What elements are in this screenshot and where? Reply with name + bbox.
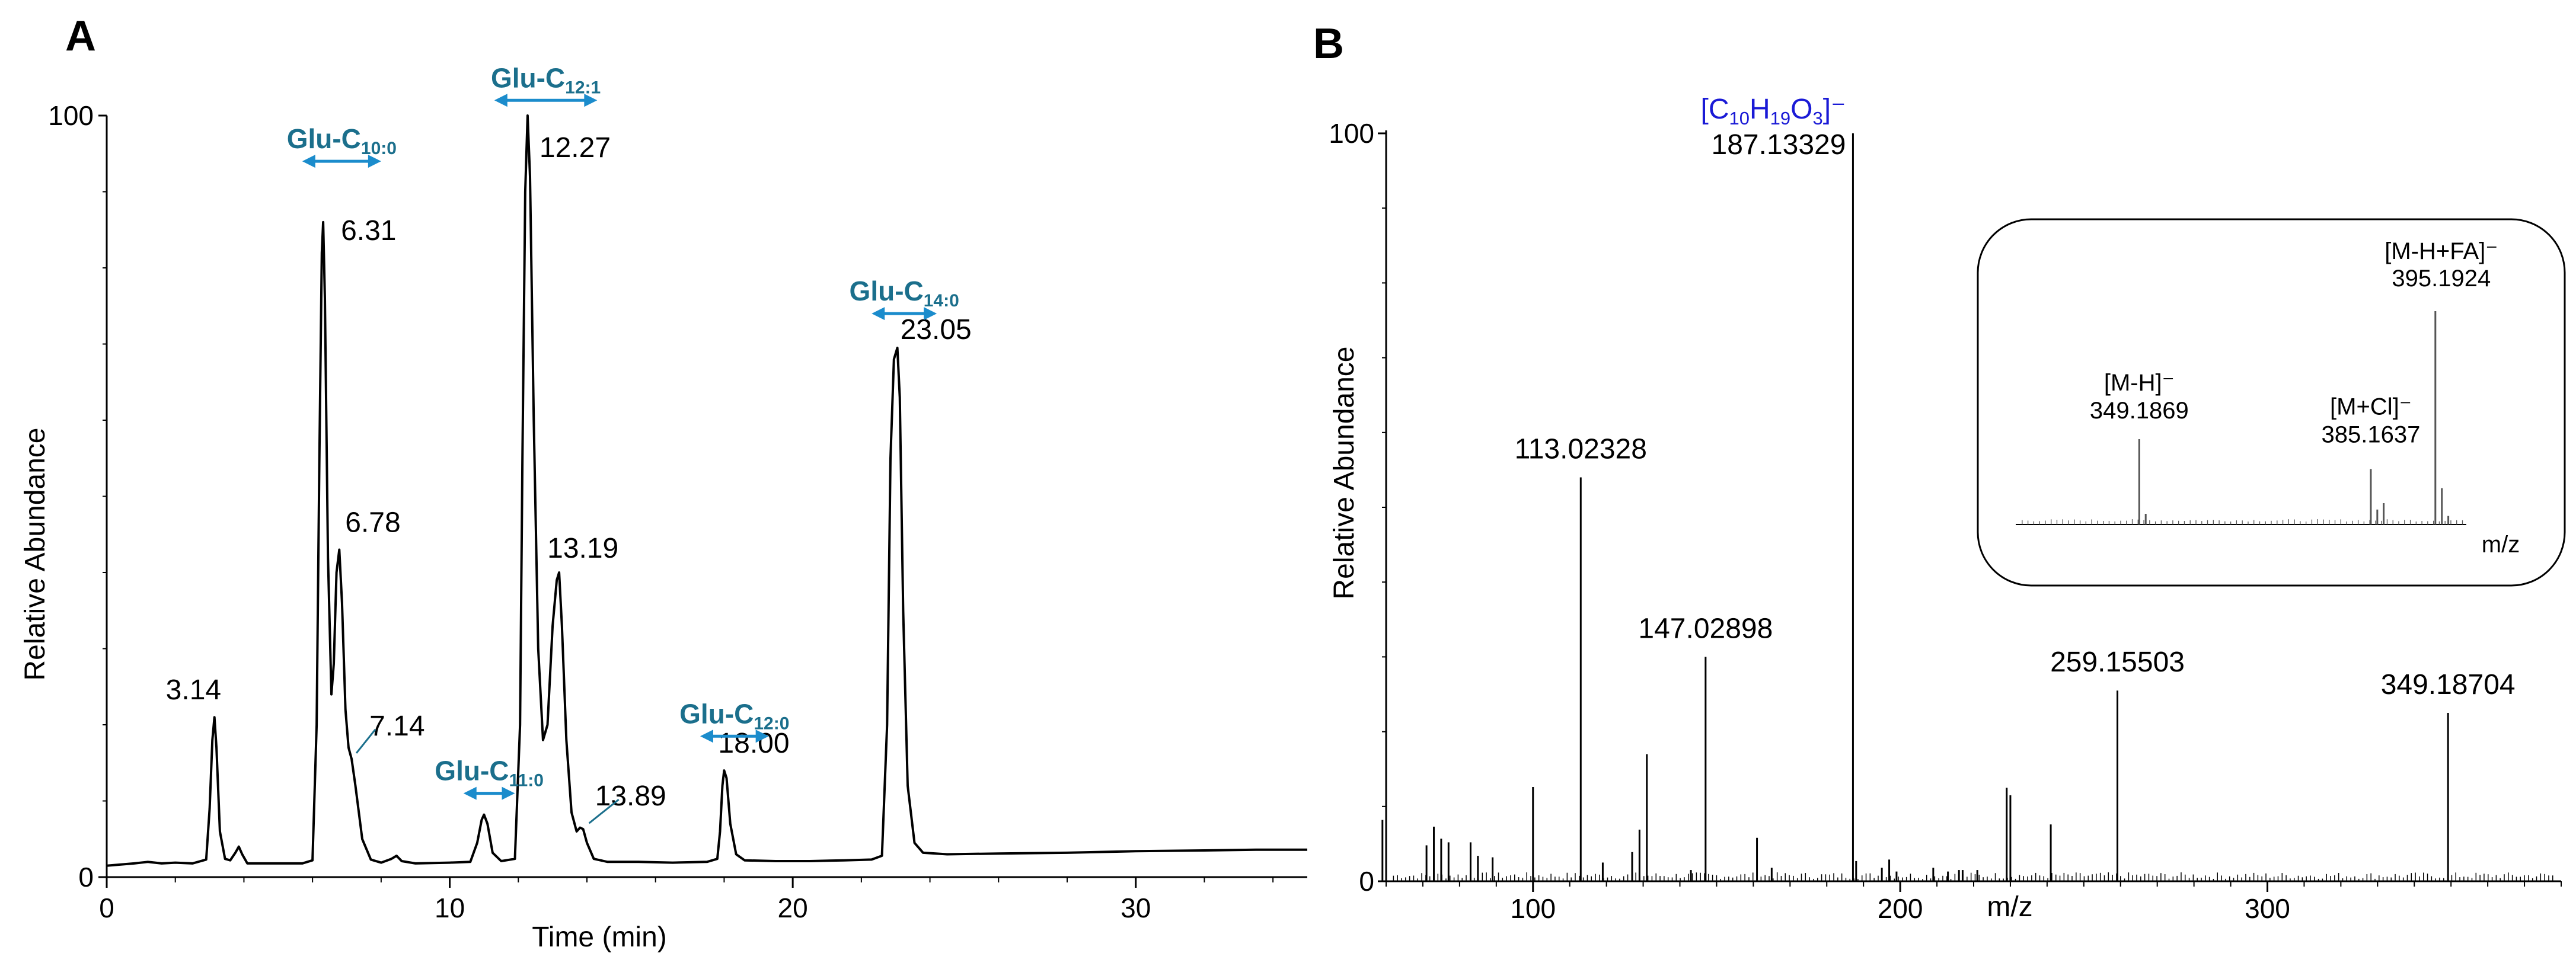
spectrum-peak-label: 349.18704	[2381, 669, 2516, 700]
spectrum-chart: m/z Relative Abundance m/z [M-H]⁻349.186…	[1329, 94, 2566, 924]
inset-ion-label: [M-H+FA]⁻	[2385, 238, 2498, 264]
spectrum-peak-label: 259.15503	[2050, 647, 2185, 678]
y-axis-title-a: Relative Abundance	[20, 428, 51, 681]
peak-label: 3.14	[166, 674, 221, 706]
peak-label: 7.14	[369, 711, 424, 742]
x-tick-label-a: 30	[1121, 893, 1151, 923]
peak-label: 13.89	[595, 781, 666, 812]
glu-arrow-head-right	[502, 786, 515, 800]
glu-annotation-label: Glu-C12:0	[679, 698, 789, 733]
glu-arrow-head-left	[700, 730, 713, 743]
x-tick-label-b: 300	[2245, 893, 2290, 924]
inset-x-label: m/z	[2482, 532, 2520, 558]
chromatogram-chart: Time (min) Relative Abundance 0 100 0 10 20 3…	[20, 62, 1307, 953]
glu-arrow-head-left	[302, 155, 315, 168]
chromatogram-trace	[106, 114, 1307, 867]
y-tick-label-a: 0	[78, 862, 94, 893]
peak-label: 18.00	[718, 728, 789, 759]
glu-arrow-head-left	[494, 94, 507, 107]
inset-ion-label: [M-H]⁻	[2104, 370, 2175, 396]
peak-label: 6.31	[341, 215, 396, 247]
x-tick-label-a: 0	[99, 893, 114, 923]
glu-annotation-label: Glu-C14:0	[850, 276, 959, 311]
peak-label: 12.27	[540, 132, 611, 164]
peak-label: 13.19	[547, 533, 618, 564]
inset-ion-mz: 385.1637	[2321, 421, 2420, 447]
glu-arrow-head-left	[463, 786, 477, 800]
panel-b-label: B	[1313, 20, 1344, 68]
glu-annotation-label: Glu-C11:0	[435, 756, 544, 791]
peak-label: 23.05	[901, 314, 972, 346]
y-tick-label-b: 100	[1329, 118, 1374, 149]
leader-line	[355, 728, 376, 754]
inset-frame	[1977, 218, 2566, 587]
glu-arrow-head-right	[368, 155, 381, 168]
x-tick-label-b: 100	[1510, 893, 1556, 924]
formula-label: [C10H19O3]⁻	[1701, 94, 1846, 129]
inset-ion-mz: 349.1869	[2090, 398, 2189, 424]
x-axis-title-b: m/z	[1987, 891, 2032, 923]
y-axis-title-b: Relative Abundance	[1329, 347, 1360, 600]
x-tick-label-a: 20	[778, 893, 808, 923]
y-tick-label-a: 100	[48, 100, 94, 131]
y-tick-label-b: 0	[1359, 866, 1374, 897]
glu-annotation-label: Glu-C12:1	[491, 62, 601, 97]
glu-arrow-head-right	[755, 730, 769, 743]
spectrum-peak-label: 187.13329	[1712, 129, 1846, 161]
x-tick-label-b: 200	[1878, 893, 1923, 924]
spectrum-peak-label: 113.02328	[1515, 434, 1647, 465]
glu-annotation-label: Glu-C10:0	[287, 123, 397, 158]
spectrum-peak-label: 147.02898	[1638, 613, 1773, 644]
x-tick-label-a: 10	[435, 893, 465, 923]
leader-line	[588, 798, 620, 824]
inset-ion-label: [M+Cl]⁻	[2330, 394, 2412, 420]
glu-arrow-head-right	[924, 307, 937, 321]
x-axis-title-a: Time (min)	[532, 922, 667, 953]
glu-arrow-head-right	[584, 94, 598, 107]
inset-ion-mz: 395.1924	[2392, 266, 2491, 292]
peak-label: 6.78	[345, 507, 400, 538]
panel-a-label: A	[65, 12, 96, 60]
inset-spectrum: m/z [M-H]⁻349.1869 [M+Cl]⁻385.1637 [M-H+FA…	[1977, 218, 2566, 587]
glu-arrow-head-left	[872, 307, 885, 321]
